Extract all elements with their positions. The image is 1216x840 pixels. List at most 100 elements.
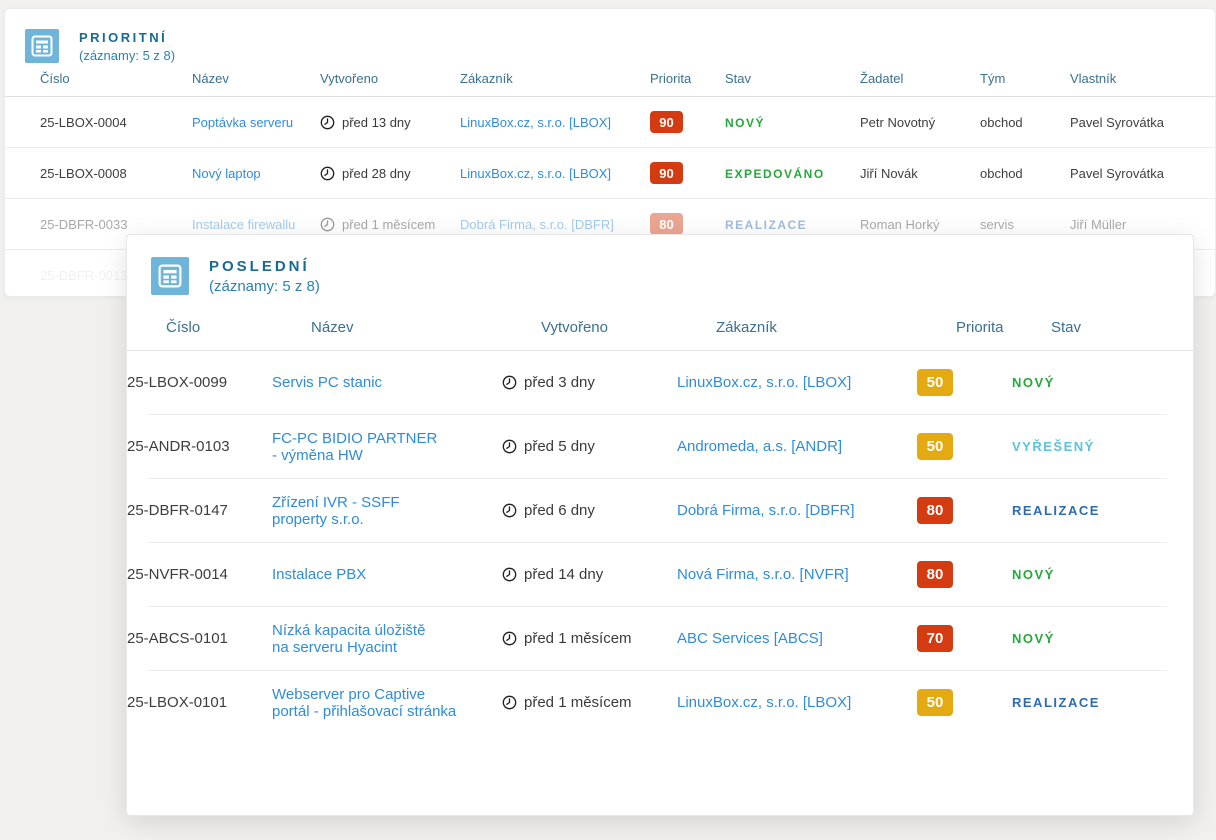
customer-link-cell: LinuxBox.cz, s.r.o. [LBOX] [460,166,650,181]
customer-link-cell: LinuxBox.cz, s.r.o. [LBOX] [677,374,917,391]
table-header-row: Číslo Název Vytvořeno Zákazník Priorita Stav [127,319,1193,351]
ticket-name-link-cell: Webserver pro Captive portál - přihlašov… [272,686,502,720]
column-header-4[interactable]: Zákazník [460,71,513,86]
column-header-9[interactable]: Vlastník [1070,71,1117,86]
table-row: 25-LBOX-0004 Poptávka serveru před 13 dny L… [5,97,1215,147]
ticket-name-link[interactable]: Webserver pro Captive portál - přihlašov… [272,685,457,720]
clock-icon [502,567,517,582]
priority-cell: 50 [917,689,1012,716]
priority-cell: 50 [917,369,1012,396]
status-cell: NOVÝ [725,115,860,130]
customer-link[interactable]: Dobrá Firma, s.r.o. [DBFR] [460,216,614,232]
customer-link[interactable]: Nová Firma, s.r.o. [NVFR] [677,566,849,583]
ticket-name-link-cell: Servis PC stanic [272,374,502,391]
priority-badge: 90 [650,162,683,184]
column-header-2[interactable]: Název [192,71,229,86]
created-cell: před 3 dny [502,374,677,391]
created-text: před 13 dny [342,114,411,130]
created-text: před 1 měsícem [524,630,632,647]
column-header-1[interactable]: Číslo [40,71,70,86]
ticket-number: 25-LBOX-0004 [40,114,127,130]
customer-link[interactable]: LinuxBox.cz, s.r.o. [LBOX] [677,374,852,391]
created-text: před 28 dny [342,165,411,181]
table-row: 25-DBFR-0013 [5,250,1215,296]
created-text: před 6 dny [524,502,595,519]
customer-link-cell: Dobrá Firma, s.r.o. [DBFR] [460,217,650,232]
customer-link[interactable]: LinuxBox.cz, s.r.o. [LBOX] [460,114,612,130]
column-header-8[interactable]: Tým [980,71,1006,86]
widget-record-count: (záznamy: 5 z 8) [209,278,320,295]
status-cell: NOVÝ [1012,630,1193,647]
column-header-5[interactable]: Priorita [650,71,692,86]
ticket-name-link-cell: Poptávka serveru [192,115,320,130]
column-header-5[interactable]: Priorita [956,319,1004,336]
status-badge: NOVÝ [1012,375,1055,390]
customer-link-cell: Nová Firma, s.r.o. [NVFR] [677,566,917,583]
ticket-name-link[interactable]: Servis PC stanic [272,374,383,391]
team: obchod [980,114,1023,130]
requester: Petr Novotný [860,114,936,130]
ticket-number: 25-LBOX-0099 [127,374,228,391]
status-badge: REALIZACE [725,217,808,232]
ticket-name-link[interactable]: Instalace firewallu [192,216,296,232]
customer-link[interactable]: LinuxBox.cz, s.r.o. [LBOX] [460,165,612,181]
ticket-number: 25-DBFR-0013 [40,267,128,283]
column-header-3[interactable]: Vytvořeno [320,71,379,86]
status-badge: REALIZACE [1012,503,1100,518]
column-header-1[interactable]: Číslo [166,319,201,336]
ticket-name-link[interactable]: Zřízení IVR - SSFF property s.r.o. [272,493,400,528]
status-cell: REALIZACE [1012,502,1193,519]
table-row: 25-LBOX-0101 Webserver pro Captive portál… [127,671,1193,734]
customer-link[interactable]: Dobrá Firma, s.r.o. [DBFR] [677,502,855,519]
table-row: 25-LBOX-0008 Nový laptop před 28 dny LinuxB… [5,148,1215,198]
customer-link-cell: LinuxBox.cz, s.r.o. [LBOX] [677,694,917,711]
created-cell: před 1 měsícem [502,694,677,711]
created-cell: před 14 dny [502,566,677,583]
ticket-name-link[interactable]: Poptávka serveru [192,114,294,130]
table-body: 25-LBOX-0099 Servis PC stanic před 3 dny Li… [127,351,1193,734]
column-header-6[interactable]: Stav [1051,319,1082,336]
ticket-number: 25-ANDR-0103 [127,438,230,455]
priority-cell: 80 [917,561,1012,588]
customer-link[interactable]: ABC Services [ABCS] [677,630,823,647]
row-divider [147,670,1167,671]
widget-titles: PRIORITNÍ (záznamy: 5 z 8) [79,29,175,63]
created-cell: před 6 dny [502,502,677,519]
column-header-7[interactable]: Žadatel [860,71,904,86]
created-text: před 1 měsícem [524,694,632,711]
priority-badge: 70 [917,625,953,652]
clock-icon [320,115,335,129]
ticket-name-link[interactable]: Nízká kapacita úložiště na serveru Hyaci… [272,621,426,656]
table-row: 25-LBOX-0099 Servis PC stanic před 3 dny Li… [127,351,1193,414]
column-header-3[interactable]: Vytvořeno [541,319,608,336]
priority-badge: 50 [917,433,953,460]
row-divider [147,414,1167,415]
clock-icon [502,375,517,390]
team: obchod [980,165,1023,181]
priority-badge: 80 [917,561,953,588]
table-icon [25,29,59,63]
row-divider [5,147,1215,148]
created-cell: před 28 dny [320,166,460,181]
clock-icon [502,631,517,646]
ticket-name-link[interactable]: FC-PC BIDIO PARTNER - výměna HW [272,429,438,464]
ticket-number: 25-NVFR-0014 [127,566,228,583]
requester: Jiří Novák [860,165,918,181]
ticket-name-link[interactable]: Nový laptop [192,165,261,181]
column-header-4[interactable]: Zákazník [716,319,777,336]
ticket-number: 25-LBOX-0101 [127,694,228,711]
customer-link[interactable]: Andromeda, a.s. [ANDR] [677,438,843,455]
priority-badge: 50 [917,689,953,716]
recent-tickets-widget: POSLEDNÍ (záznamy: 5 z 8) Číslo Název Vytv… [126,234,1194,816]
ticket-number: 25-ABCS-0101 [127,630,228,647]
column-header-2[interactable]: Název [311,319,354,336]
column-header-6[interactable]: Stav [725,71,752,86]
ticket-name-link[interactable]: Instalace PBX [272,566,367,583]
customer-link[interactable]: LinuxBox.cz, s.r.o. [LBOX] [677,694,852,711]
status-badge: REALIZACE [1012,695,1100,710]
widget-header: POSLEDNÍ (záznamy: 5 z 8) [127,235,1193,295]
status-cell: VYŘEŠENÝ [1012,438,1193,455]
priority-cell: 50 [917,433,1012,460]
widget-record-count: (záznamy: 5 z 8) [79,48,176,63]
table-header-row: Číslo Název Vytvořeno Zákazník Priorita Stav Ž… [5,65,1215,97]
